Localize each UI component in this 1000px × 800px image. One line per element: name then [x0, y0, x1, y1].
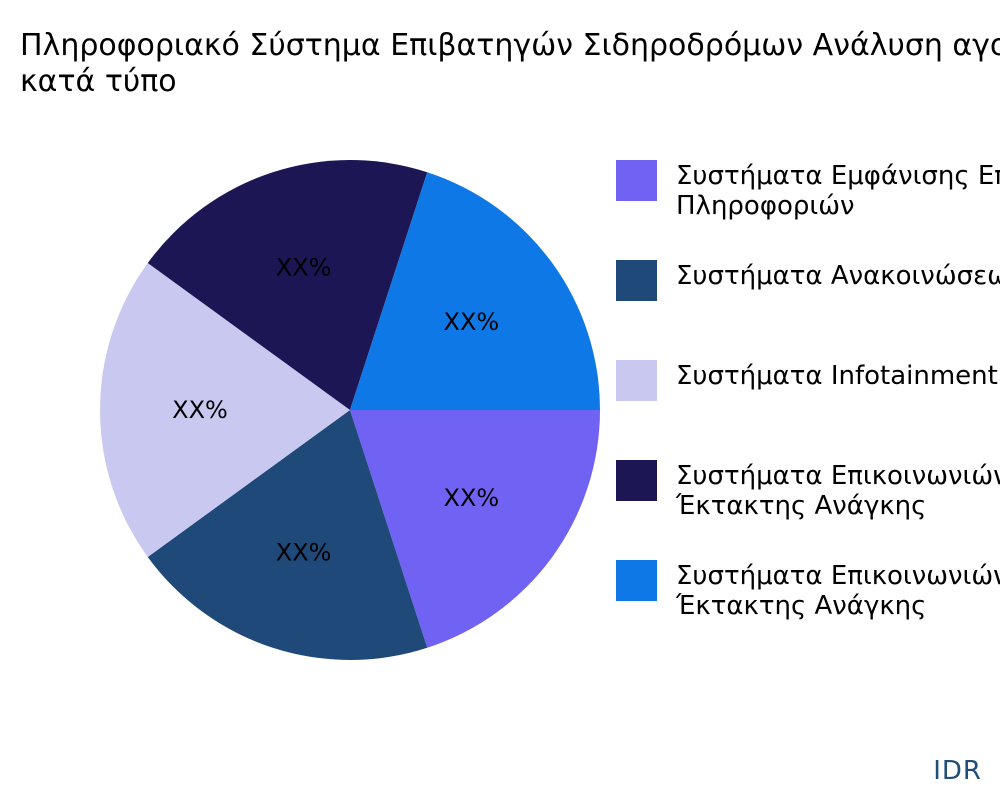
slice-label-4: XX%: [444, 308, 500, 336]
legend-label-2: Συστήματα Infotainment: [676, 361, 998, 391]
pie-slice-2: [100, 263, 350, 557]
legend-item-3: Συστήματα Επικοινωνιών Έκτακτης Ανάγκης: [616, 460, 1000, 521]
legend-swatch-0: [616, 160, 657, 201]
pie-slice-4: [350, 172, 600, 410]
legend-label-1: Συστήματα Ανακοινώσεων Επιβατών: [676, 261, 1000, 291]
legend-swatch-4: [616, 560, 657, 601]
slice-label-3: XX%: [276, 253, 332, 281]
slice-label-1: XX%: [276, 539, 332, 567]
pie-slice-3: [147, 160, 428, 410]
slice-label-0: XX%: [444, 484, 500, 512]
legend-label-4: Συστήματα Επικοινωνιών Έκτακτης Ανάγκης: [676, 561, 1000, 621]
chart-title: Πληροφοριακό Σύστημα Επιβατηγών Σιδηροδρ…: [20, 28, 1000, 99]
legend-swatch-1: [616, 260, 657, 301]
legend-swatch-3: [616, 460, 657, 501]
legend-item-0: Συστήματα Εμφάνισης Επιβατικών Πληροφορι…: [616, 160, 1000, 221]
legend-item-4: Συστήματα Επικοινωνιών Έκτακτης Ανάγκης: [616, 560, 1000, 621]
pie-slice-1: [147, 410, 428, 660]
pie-slice-0: [350, 410, 600, 648]
legend-swatch-2: [616, 360, 657, 401]
legend-label-3: Συστήματα Επικοινωνιών Έκτακτης Ανάγκης: [676, 461, 1000, 521]
brand-logo: IDR: [933, 756, 982, 786]
legend-item-2: Συστήματα Infotainment: [616, 360, 1000, 420]
slice-label-2: XX%: [172, 396, 228, 424]
legend-label-0: Συστήματα Εμφάνισης Επιβατικών Πληροφορι…: [676, 161, 1000, 221]
legend-item-1: Συστήματα Ανακοινώσεων Επιβατών: [616, 260, 1000, 320]
